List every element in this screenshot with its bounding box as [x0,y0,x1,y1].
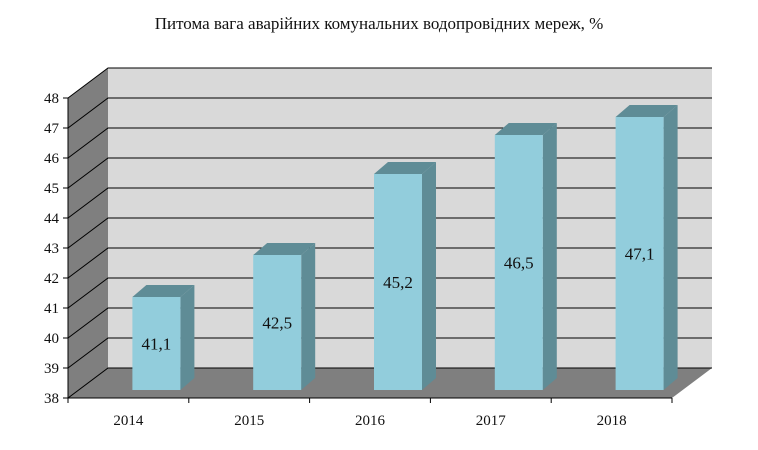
y-tick-label: 46 [44,151,60,167]
x-tick-label: 2014 [113,413,144,429]
gridline [67,97,712,129]
data-label: 47,1 [625,245,655,264]
y-tick-label: 41 [44,301,59,317]
bar [132,297,181,390]
bar [615,117,664,390]
bar-top [132,285,195,297]
x-tick-label: 2017 [476,413,507,429]
data-label: 46,5 [504,254,534,273]
bar [253,255,302,390]
bar-top [494,123,557,135]
y-tick-label: 47 [44,121,60,137]
data-label: 42,5 [262,314,292,333]
gridline [67,67,712,99]
y-tick-label: 43 [44,241,59,257]
bar-side [542,123,557,390]
bar-top [615,105,678,117]
bar-side [663,105,678,390]
y-tick-label: 45 [44,181,59,197]
bar [494,135,543,390]
x-tick-label: 2018 [597,413,627,429]
bar-side [180,285,195,390]
y-tick-label: 38 [44,391,59,407]
bar-top [374,162,436,174]
x-tick-label: 2015 [234,413,264,429]
bar-side [301,243,316,390]
chart-title: Питома вага аварійних комунальних водопр… [154,14,604,33]
x-tick-label: 2016 [355,413,386,429]
y-tick-label: 44 [44,211,60,227]
bar-top [253,243,316,255]
y-tick-label: 48 [44,91,59,107]
data-label: 41,1 [142,335,172,354]
y-tick-label: 40 [44,331,59,347]
data-label: 45,2 [383,273,413,292]
bar-side [422,162,436,390]
y-tick-label: 39 [44,361,59,377]
y-tick-label: 42 [44,271,59,287]
bar [374,174,422,390]
